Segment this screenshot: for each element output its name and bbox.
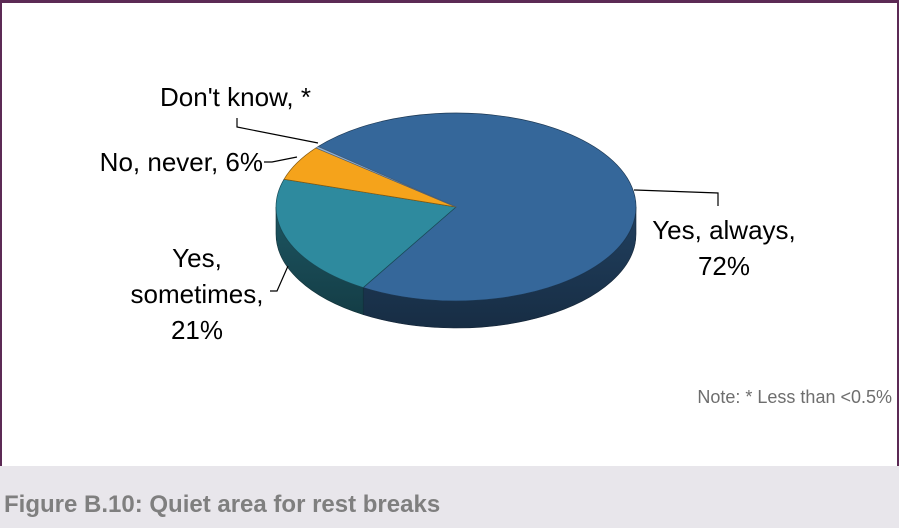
data-label-separator: , — [788, 215, 796, 245]
data-label-category: No, never — [99, 147, 211, 177]
data-label-separator: , — [256, 279, 264, 309]
leader-line-don-t-know — [236, 118, 319, 144]
pie-slice-yes-sometimes — [275, 178, 457, 288]
leader-line-yes-sometimes — [270, 265, 289, 292]
data-label-category: Yes, always — [652, 215, 789, 245]
data-label-yes-always: Yes, always, 72% — [644, 212, 804, 284]
data-label-dont-know: Don't know, * — [160, 79, 311, 115]
leader-line-yes-always — [633, 189, 719, 206]
data-label-separator: , — [210, 147, 226, 177]
pie-slice-don-t-know — [315, 146, 457, 208]
data-label-no-never: No, never, 6% — [63, 144, 263, 180]
data-label-yes-sometimes: Yes, sometimes, 21% — [122, 240, 272, 348]
data-label-separator: , — [286, 82, 301, 112]
figure-caption: Figure B.10: Quiet area for rest breaks — [4, 491, 441, 518]
data-label-value: 6% — [225, 147, 263, 177]
pie-chart — [236, 112, 719, 329]
chart-note: Note: * Less than <0.5% — [697, 387, 892, 407]
data-label-value: * — [300, 82, 311, 112]
data-label-category: Don't know — [160, 82, 287, 112]
pie-slice-yes-always — [317, 112, 637, 302]
data-label-value: 72% — [697, 251, 751, 281]
leader-lines — [236, 118, 719, 292]
data-label-category: Yes, sometimes — [130, 243, 257, 309]
leader-line-no-never — [264, 156, 298, 163]
pie-top-faces — [275, 112, 637, 302]
data-label-value: 21% — [170, 315, 224, 345]
